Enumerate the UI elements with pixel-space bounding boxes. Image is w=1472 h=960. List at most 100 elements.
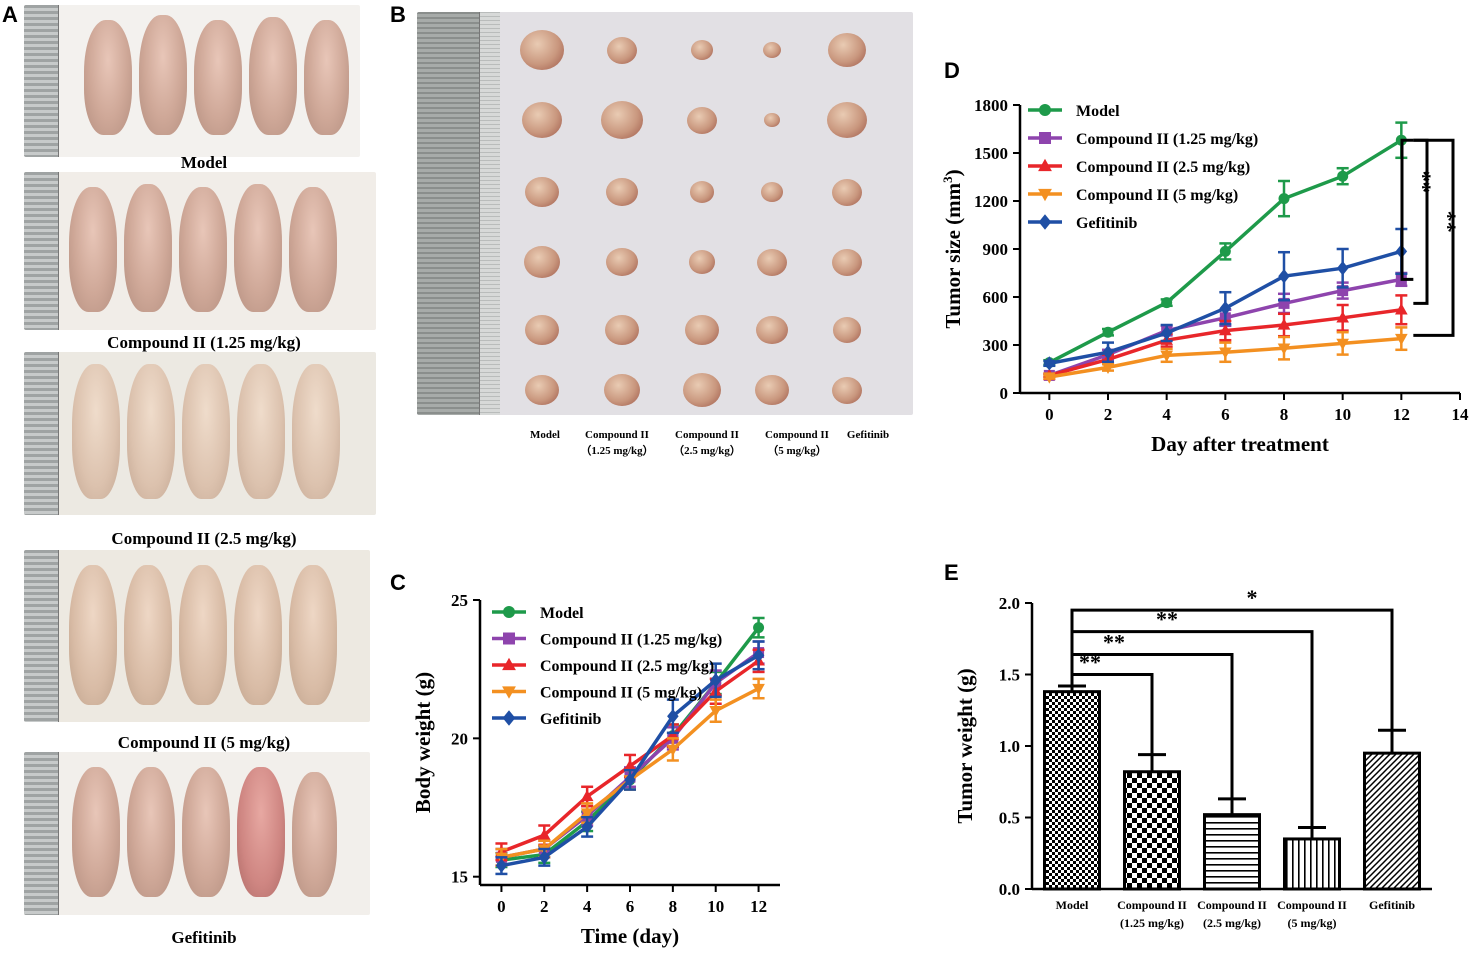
tumor-image xyxy=(756,315,788,345)
mouse-image xyxy=(194,20,242,135)
legend-entry: Gefitinib xyxy=(492,710,601,728)
tumor-group-label-compound-5: Compound II （5 mg/kg） xyxy=(765,429,829,457)
caption-compound-1-25: Compound II (1.25 mg/kg) xyxy=(107,333,301,352)
data-point xyxy=(537,828,551,840)
mouse-photo-compound-1-25 xyxy=(24,172,376,330)
data-point xyxy=(752,648,765,663)
legend-entry: Compound II (2.5 mg/kg) xyxy=(492,657,714,675)
legend-marker xyxy=(1039,104,1051,116)
significance-bracket: ** xyxy=(1400,138,1436,281)
tumor-image xyxy=(525,374,559,406)
tumor-image xyxy=(683,372,721,408)
significance-label: ** xyxy=(1156,607,1178,632)
body-weight-chart: 0 2 4 6 8 10 12 15 20 25 Time (day) Body weight (g)… xyxy=(411,591,780,948)
legend-label: Model xyxy=(540,605,584,622)
tumor-image xyxy=(757,248,787,276)
mouse-image xyxy=(127,767,175,897)
x-axis-label: Day after treatment xyxy=(1151,432,1329,456)
tumor-image xyxy=(832,248,862,276)
x-tick-label: Compound II xyxy=(1277,898,1347,912)
legend-label: Compound II (1.25 mg/kg) xyxy=(1076,131,1258,148)
tumor-image xyxy=(690,181,714,203)
x-tick-label: (5 mg/kg) xyxy=(1288,916,1337,930)
x-tick-label: 8 xyxy=(1280,405,1289,424)
mouse-image xyxy=(72,767,120,897)
y-tick-label: 15 xyxy=(451,868,468,887)
y-tick-label: 1.5 xyxy=(999,666,1020,685)
data-point xyxy=(538,850,551,865)
data-point xyxy=(1277,343,1291,355)
y-tick-label: 0.0 xyxy=(999,880,1020,899)
legend-label: Compound II (2.5 mg/kg) xyxy=(540,658,714,675)
mouse-image xyxy=(127,364,175,499)
tumor-image xyxy=(689,250,715,274)
tumor-group-label-model: Model xyxy=(530,429,560,441)
ruler-image xyxy=(24,550,59,722)
x-tick-label: 2 xyxy=(540,897,549,916)
mouse-image xyxy=(249,17,297,135)
mouse-image xyxy=(289,187,337,312)
bar xyxy=(1203,813,1261,891)
data-point xyxy=(1337,170,1349,182)
tumor-image xyxy=(832,178,862,206)
tumor-image xyxy=(606,247,638,277)
x-tick-label: 8 xyxy=(669,897,678,916)
bar-group: Model xyxy=(1043,684,1101,912)
y-tick-label: 600 xyxy=(983,288,1009,307)
data-point xyxy=(623,759,637,771)
y-tick-label: 1500 xyxy=(974,144,1008,163)
data-point xyxy=(580,789,594,802)
data-point xyxy=(495,858,508,873)
x-tick-label: 12 xyxy=(1393,405,1410,424)
data-point xyxy=(580,808,594,820)
data-point xyxy=(1043,356,1056,371)
significance-bracket: ** xyxy=(1413,138,1472,337)
x-tick-label: 0 xyxy=(1045,405,1054,424)
bar xyxy=(1043,690,1101,891)
mouse-image xyxy=(182,364,230,499)
bar-group: Compound II (1.25 mg/kg) xyxy=(1117,753,1187,930)
mouse-image xyxy=(234,565,282,705)
y-tick-label: 900 xyxy=(983,240,1009,259)
legend-marker xyxy=(502,686,516,699)
mouse-image xyxy=(84,20,132,135)
data-point xyxy=(1101,362,1115,374)
y-tick-label: 300 xyxy=(983,336,1009,355)
y-tick-label: 2.0 xyxy=(999,594,1020,613)
tumor-image xyxy=(606,177,638,207)
legend-label: Gefitinib xyxy=(1076,215,1137,232)
data-point xyxy=(1336,311,1349,323)
mouse-image xyxy=(124,565,172,705)
ruler-image xyxy=(24,352,59,515)
tumor-image xyxy=(605,314,639,346)
x-tick-label: 4 xyxy=(1162,405,1171,424)
data-point xyxy=(1219,245,1231,257)
series-4 xyxy=(495,640,765,876)
data-point xyxy=(1219,347,1232,359)
data-point xyxy=(1277,318,1291,330)
panel-letter-b: B xyxy=(390,2,406,27)
mouse-photo-compound-2-5 xyxy=(24,352,376,515)
bar xyxy=(1363,751,1421,891)
legend-entry: Gefitinib xyxy=(1028,214,1137,232)
data-point xyxy=(1219,324,1232,336)
legend-marker xyxy=(502,710,516,726)
data-point xyxy=(1395,303,1408,315)
mouse-image xyxy=(179,565,227,705)
x-tick-label: Compound II xyxy=(1117,898,1187,912)
legend-marker xyxy=(502,657,516,671)
data-point xyxy=(1278,269,1290,284)
tumor-image xyxy=(764,112,780,128)
bracket-line xyxy=(1413,138,1429,305)
bracket-line xyxy=(1400,138,1414,281)
mouse-image xyxy=(289,565,337,705)
data-point xyxy=(1278,193,1290,205)
caption-compound-5: Compound II (5 mg/kg) xyxy=(117,733,291,752)
x-tick-label: 14 xyxy=(1452,405,1470,424)
tumor-photo xyxy=(417,12,913,415)
data-point xyxy=(752,683,765,696)
mouse-image xyxy=(69,565,117,705)
y-axis-label: Body weight (g) xyxy=(411,672,435,813)
tumor-image xyxy=(607,36,637,64)
data-point xyxy=(1337,285,1349,297)
